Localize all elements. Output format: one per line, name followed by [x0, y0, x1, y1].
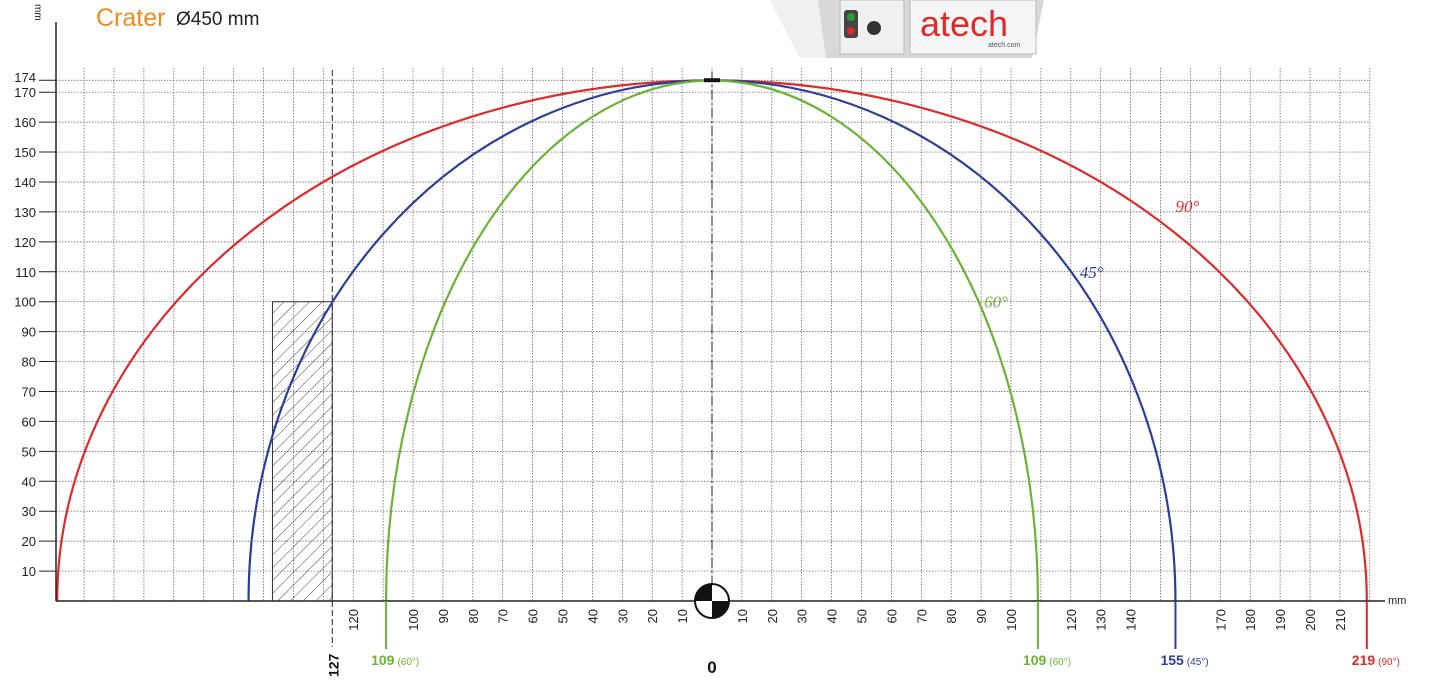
x-tick-label: 60 [526, 609, 541, 623]
bottom-label: 127 [325, 653, 341, 677]
x-tick-label: 80 [466, 609, 481, 623]
bottom-label: 219 (90°) [1352, 652, 1400, 668]
x-tick-label: 190 [1273, 609, 1288, 631]
x-tick-label: 100 [406, 609, 421, 631]
curve-label: 60° [984, 293, 1008, 312]
x-tick-label: 170 [1213, 609, 1228, 631]
y-tick-label: 30 [22, 504, 36, 519]
y-tick-label: 100 [14, 295, 36, 310]
x-tick-label: 30 [615, 609, 630, 623]
x-tick-label: 40 [825, 609, 840, 623]
bottom-label-note: (90°) [1378, 657, 1400, 668]
y-tick-label: 174 [14, 70, 36, 85]
chart-title: Crater [96, 4, 166, 32]
x-tick-label: 80 [944, 609, 959, 623]
x-tick-label: 70 [496, 609, 511, 623]
x-tick-label: 60 [884, 609, 899, 623]
x-tick-label: 20 [765, 609, 780, 623]
x-tick-label: 50 [556, 609, 571, 623]
y-tick-label: 150 [14, 145, 36, 160]
brand-url: atech.com [988, 42, 1020, 49]
x-tick-label: 120 [346, 609, 361, 631]
y-tick-label: 50 [22, 444, 36, 459]
y-tick-label: 170 [14, 85, 36, 100]
y-tick-label: 120 [14, 235, 36, 250]
center-quadrant [695, 584, 712, 601]
x-tick-label: 30 [795, 609, 810, 623]
bottom-label-note: (45°) [1187, 657, 1209, 668]
y-tick-label: 10 [22, 564, 36, 579]
x-tick-label: 130 [1094, 609, 1109, 631]
y-tick-label: 160 [14, 115, 36, 130]
x-tick-label: 10 [735, 609, 750, 623]
x-tick-label: 210 [1333, 609, 1348, 631]
x-tick-label: 90 [974, 609, 989, 623]
bottom-label: 109 (60°) [1023, 652, 1071, 668]
curve-label: 90° [1175, 197, 1199, 216]
hatched-block [271, 301, 333, 602]
x-tick-label: 10 [675, 609, 690, 623]
bottom-label-note: (60°) [1049, 657, 1071, 668]
brand-text: atech [920, 3, 1008, 44]
y-axis-unit: mm [32, 4, 43, 21]
hatched-workpiece [271, 301, 333, 602]
x-axis-unit: mm [1388, 595, 1406, 607]
y-tick-label: 20 [22, 534, 36, 549]
capacity-curves: 90° 45° 60° [56, 78, 1368, 602]
chart-subtitle: Ø450 mm [176, 9, 260, 30]
x-tick-label: 140 [1124, 609, 1139, 631]
center-quadrant [712, 601, 729, 618]
y-tick-label: 140 [14, 175, 36, 190]
y-tick-label: 130 [14, 205, 36, 220]
y-tick-label: 70 [22, 384, 36, 399]
x-tick-label: 20 [645, 609, 660, 623]
x-tick-label: 100 [1004, 609, 1019, 631]
y-tick-label: 60 [22, 414, 36, 429]
y-tick-label: 110 [15, 265, 36, 280]
bottom-label-note: (60°) [397, 657, 419, 668]
curve-label: 45° [1080, 263, 1104, 282]
bottom-label: 109 (60°) [371, 652, 419, 668]
bottom-label: 0 [707, 658, 716, 677]
machine-control-panel-photo-icon: atech atech.com [770, 0, 1044, 58]
center-point-icon [694, 583, 730, 619]
x-tick-label: 40 [585, 609, 600, 623]
chart-grid [56, 68, 1371, 647]
bottom-label: 155 (45°) [1160, 652, 1208, 668]
machine-photo: atech atech.com [770, 0, 1044, 58]
x-tick-label: 120 [1064, 609, 1079, 631]
y-tick-label: 40 [22, 474, 36, 489]
x-tick-label: 200 [1303, 609, 1318, 631]
peak-marker [704, 78, 720, 83]
x-tick-label: 90 [436, 609, 451, 623]
y-tick-label: 90 [22, 325, 36, 340]
chart-axes: mm [55, 22, 1406, 607]
x-tick-label: 180 [1243, 609, 1258, 631]
y-tick-label: 80 [22, 355, 36, 370]
x-tick-label: 50 [855, 609, 870, 623]
tick-labels: 10 20 30 40 50 60 70 80 90 100 110 120 130 140 150 160 1… [14, 70, 1348, 630]
x-tick-label: 70 [914, 609, 929, 623]
